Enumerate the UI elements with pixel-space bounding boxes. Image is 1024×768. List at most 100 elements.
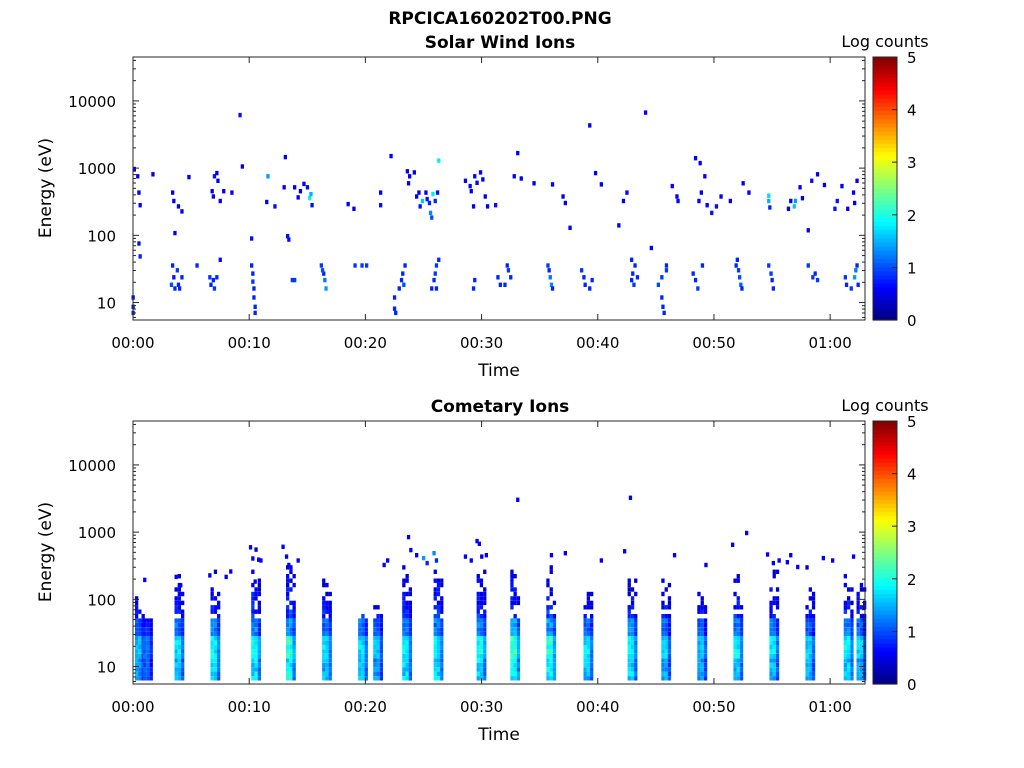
data-cell	[808, 662, 812, 668]
data-cell	[736, 618, 740, 623]
data-cell	[664, 587, 668, 592]
data-cell	[811, 275, 815, 280]
data-cell	[628, 495, 633, 500]
data-cell	[479, 631, 484, 637]
data-cell	[405, 605, 409, 610]
data-cell	[436, 667, 441, 672]
colorbar-segment	[873, 69, 897, 75]
data-cell	[476, 591, 480, 597]
data-cell	[736, 605, 740, 610]
colorbar-segment	[873, 106, 897, 112]
data-cell	[630, 627, 635, 632]
data-cell	[286, 622, 290, 628]
colorbar-segment	[873, 544, 897, 549]
data-cell	[697, 198, 701, 204]
data-cell	[328, 671, 332, 676]
data-cell	[217, 662, 221, 668]
data-cell	[479, 600, 484, 606]
data-cell	[811, 596, 816, 601]
data-cell	[251, 645, 255, 650]
data-cell	[213, 645, 218, 650]
data-cell	[661, 631, 665, 637]
data-cell	[376, 614, 380, 619]
data-cell	[361, 653, 365, 659]
data-cell	[850, 631, 854, 637]
data-cell	[808, 671, 812, 676]
data-cell	[463, 554, 468, 559]
data-cell	[859, 640, 864, 645]
data-cell	[149, 653, 153, 659]
data-cell	[409, 547, 413, 553]
data-cell	[630, 622, 635, 628]
data-cell	[322, 631, 326, 637]
data-cell	[808, 636, 812, 641]
data-cell	[138, 203, 142, 208]
data-cell	[808, 609, 812, 614]
data-cell	[408, 658, 412, 663]
data-cell	[174, 600, 178, 606]
colorbar-segment	[873, 85, 897, 91]
data-cell	[856, 640, 860, 645]
data-cell	[358, 667, 362, 672]
data-cell	[210, 640, 214, 645]
data-cell	[433, 676, 437, 681]
data-cell	[376, 658, 380, 663]
data-cell	[254, 596, 258, 601]
data-cell	[218, 198, 222, 204]
data-cell	[322, 605, 326, 610]
data-cell	[549, 618, 553, 623]
data-cell	[736, 649, 740, 654]
data-cell	[364, 653, 368, 659]
data-cell	[174, 631, 178, 637]
data-cell	[328, 676, 332, 681]
data-cell	[483, 649, 487, 654]
data-cell	[146, 658, 150, 663]
data-cell	[703, 605, 708, 610]
data-cell	[588, 286, 592, 291]
data-cell	[630, 596, 635, 601]
data-cell	[479, 636, 484, 641]
data-cell	[346, 201, 350, 207]
data-cell	[208, 573, 212, 578]
data-cell	[213, 596, 218, 601]
data-cell	[855, 263, 859, 268]
data-cell	[376, 667, 380, 672]
data-cell	[440, 578, 444, 583]
data-cell	[627, 649, 631, 654]
data-cell	[373, 676, 377, 681]
data-cell	[627, 591, 631, 597]
data-cell	[296, 195, 300, 200]
data-cell	[476, 640, 480, 645]
x-tick-label: 00:10	[228, 698, 271, 716]
colorbar-segment	[873, 421, 897, 426]
data-cell	[286, 658, 290, 663]
data-cell	[476, 645, 480, 650]
data-cell	[424, 190, 428, 195]
data-cell	[586, 618, 590, 623]
axes: 00:00 00:10 00:20 00:30 00:40 00:50 01:0010100…	[68, 420, 866, 716]
data-cell	[440, 582, 444, 588]
data-cell	[777, 558, 781, 563]
data-cell	[588, 123, 592, 128]
data-cell	[705, 203, 709, 208]
data-cell	[325, 636, 329, 641]
data-cell	[364, 649, 368, 654]
data-cell	[251, 614, 255, 619]
data-cell	[510, 662, 514, 668]
data-cell	[552, 640, 557, 645]
data-cell	[583, 605, 587, 610]
data-cell	[210, 645, 214, 650]
data-cell	[325, 653, 329, 659]
data-cell	[847, 631, 851, 637]
data-cell	[289, 569, 293, 574]
data-cell	[740, 286, 744, 291]
data-cell	[364, 627, 368, 632]
data-cell	[843, 636, 847, 641]
data-cell	[177, 671, 181, 676]
data-cell	[586, 627, 590, 632]
data-cell	[697, 605, 701, 610]
data-cell	[177, 605, 181, 610]
colorbar-segment	[873, 176, 897, 181]
data-cell	[402, 662, 406, 668]
data-cell	[174, 649, 178, 654]
